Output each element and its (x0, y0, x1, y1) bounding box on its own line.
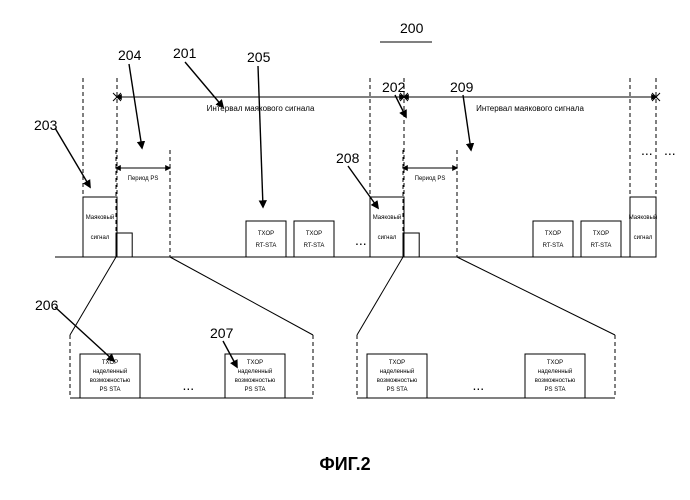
svg-text:Интервал маякового сигнала: Интервал маякового сигнала (476, 104, 584, 113)
svg-text:200: 200 (400, 20, 424, 36)
svg-text:сигнал: сигнал (378, 235, 397, 241)
callout-203 (55, 128, 90, 187)
svg-text:возможностью: возможностью (235, 378, 276, 384)
callout-208 (348, 166, 378, 208)
svg-text:возможностью: возможностью (377, 378, 418, 384)
svg-text:202: 202 (382, 79, 406, 95)
callout-205 (258, 66, 263, 207)
figure-title: ФИГ.2 (319, 454, 370, 474)
svg-text:TXOP: TXOP (593, 231, 609, 237)
svg-text:TXOP: TXOP (258, 231, 274, 237)
svg-text:PS STA: PS STA (545, 387, 566, 393)
svg-text:...: ... (664, 142, 676, 158)
svg-text:Интервал маякового сигнала: Интервал маякового сигнала (207, 104, 315, 113)
svg-text:207: 207 (210, 325, 234, 341)
beacon-signal-bar (370, 197, 404, 257)
svg-text:RT-STA: RT-STA (256, 243, 277, 249)
svg-text:205: 205 (247, 49, 271, 65)
svg-text:сигнал: сигнал (91, 235, 110, 241)
beacon-signal-bar (83, 197, 117, 257)
svg-text:Маяковый: Маяковый (629, 214, 658, 221)
svg-text:209: 209 (450, 79, 474, 95)
txop-rt-sta-bar (533, 221, 573, 257)
svg-text:наделенный: наделенный (380, 368, 414, 375)
svg-text:PS STA: PS STA (245, 387, 266, 393)
svg-text:TXOP: TXOP (102, 360, 118, 366)
svg-text:Период PS: Период PS (415, 176, 446, 182)
svg-text:наделенный: наделенный (538, 368, 572, 375)
callout-201 (185, 62, 223, 107)
svg-text:TXOP: TXOP (389, 360, 405, 366)
beacon-signal-bar (630, 197, 656, 257)
svg-text:Маяковый: Маяковый (86, 214, 115, 221)
callout-206 (55, 307, 114, 361)
callout-209 (463, 95, 471, 150)
svg-text:сигнал: сигнал (634, 235, 653, 241)
svg-text:206: 206 (35, 297, 59, 313)
svg-text:RT-STA: RT-STA (591, 243, 612, 249)
svg-text:...: ... (473, 377, 485, 393)
svg-text:...: ... (183, 377, 195, 393)
svg-text:...: ... (355, 232, 367, 248)
svg-text:PS STA: PS STA (387, 387, 408, 393)
txop-rt-sta-bar (581, 221, 621, 257)
callout-204 (129, 64, 142, 148)
svg-text:201: 201 (173, 45, 197, 61)
svg-text:208: 208 (336, 150, 360, 166)
svg-text:TXOP: TXOP (545, 231, 561, 237)
svg-text:RT-STA: RT-STA (304, 243, 325, 249)
svg-text:наделенный: наделенный (93, 368, 127, 375)
svg-text:204: 204 (118, 47, 142, 63)
svg-text:возможностью: возможностью (535, 378, 576, 384)
svg-text:PS STA: PS STA (100, 387, 121, 393)
svg-text:RT-STA: RT-STA (543, 243, 564, 249)
svg-text:Маяковый: Маяковый (373, 214, 402, 221)
txop-rt-sta-bar (246, 221, 286, 257)
txop-rt-sta-bar (294, 221, 334, 257)
svg-text:TXOP: TXOP (306, 231, 322, 237)
svg-text:...: ... (641, 142, 653, 158)
svg-text:203: 203 (34, 117, 58, 133)
svg-text:Период PS: Период PS (128, 176, 159, 182)
svg-text:TXOP: TXOP (247, 360, 263, 366)
svg-text:возможностью: возможностью (90, 378, 131, 384)
svg-text:TXOP: TXOP (547, 360, 563, 366)
svg-text:наделенный: наделенный (238, 368, 272, 375)
